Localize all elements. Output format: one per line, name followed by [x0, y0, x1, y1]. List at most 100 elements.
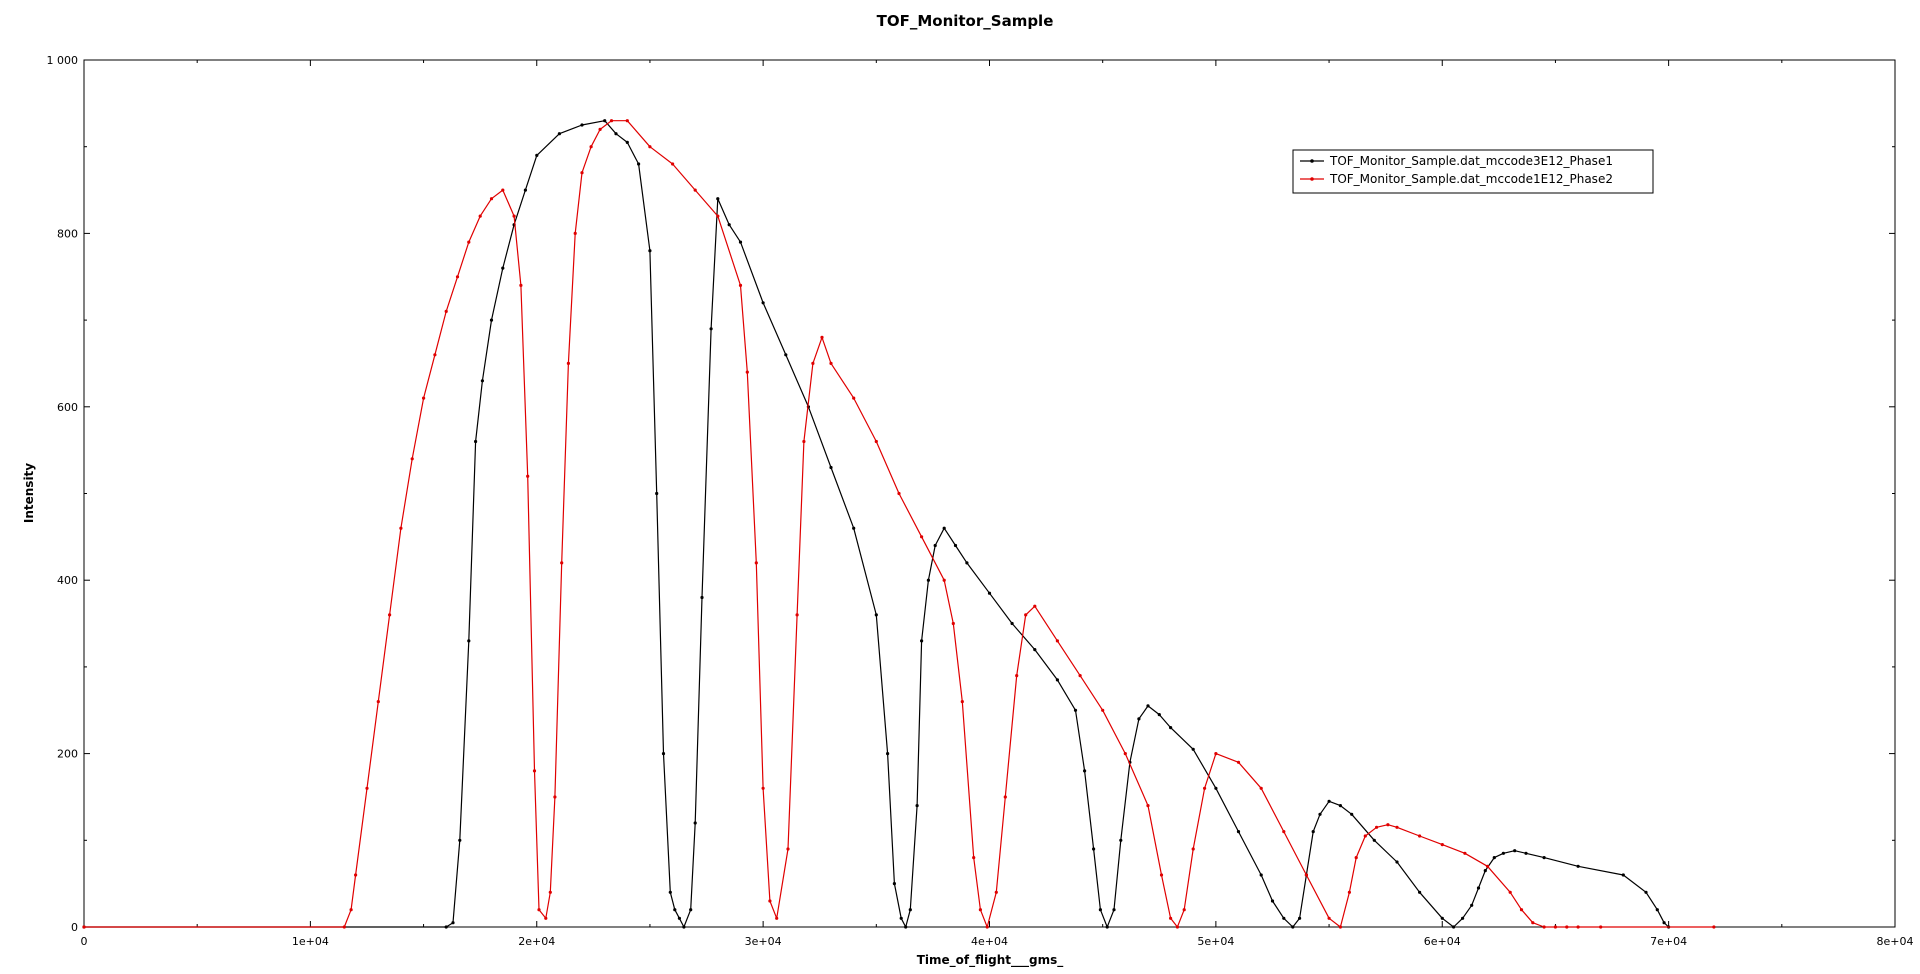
data-point	[512, 214, 516, 218]
data-point	[1137, 717, 1141, 721]
data-point	[410, 457, 414, 461]
legend-entry[interactable]: TOF_Monitor_Sample.dat_mccode3E12_Phase1	[1300, 154, 1613, 168]
data-point	[1259, 786, 1263, 790]
data-point	[1395, 860, 1399, 864]
data-point	[614, 132, 618, 136]
data-point	[365, 786, 369, 790]
data-point	[501, 188, 505, 192]
data-point	[972, 856, 976, 860]
data-point	[1015, 674, 1019, 678]
data-point	[1055, 678, 1059, 682]
data-point	[1519, 908, 1524, 912]
data-point	[1553, 925, 1557, 929]
legend-label: TOF_Monitor_Sample.dat_mccode3E12_Phase1	[1329, 154, 1613, 168]
data-point	[811, 361, 815, 365]
data-point	[1282, 916, 1286, 920]
data-point	[761, 786, 765, 790]
y-tick-label: 400	[57, 574, 78, 587]
data-point	[1259, 873, 1263, 877]
series-layer	[82, 119, 1716, 929]
data-point	[951, 621, 955, 626]
data-point	[829, 361, 833, 365]
x-tick-label: 0	[81, 935, 88, 948]
data-point	[1191, 847, 1195, 851]
data-point	[682, 925, 686, 929]
data-point	[388, 613, 392, 617]
data-point	[557, 132, 562, 136]
legend[interactable]: TOF_Monitor_Sample.dat_mccode3E12_Phase1…	[1292, 149, 1654, 194]
data-point	[1010, 621, 1014, 626]
data-point	[489, 197, 494, 201]
data-point	[1386, 823, 1390, 827]
data-point	[1112, 908, 1116, 912]
data-point	[953, 543, 958, 548]
data-point	[1236, 830, 1241, 834]
data-point	[354, 873, 358, 877]
data-point	[1146, 804, 1150, 808]
data-point	[768, 899, 772, 903]
y-tick-label: 200	[57, 748, 78, 761]
data-point	[580, 123, 584, 127]
data-point	[892, 882, 897, 886]
data-point	[1565, 925, 1569, 929]
data-point	[1078, 674, 1082, 678]
data-point	[1327, 916, 1331, 920]
data-point	[1327, 799, 1331, 803]
x-tick-label: 8e+04	[1877, 935, 1914, 948]
data-point	[1073, 708, 1078, 712]
data-point	[537, 908, 541, 912]
data-point	[1338, 804, 1342, 808]
data-point	[745, 370, 749, 374]
series-2	[82, 119, 1716, 929]
data-point	[677, 916, 682, 920]
data-point	[1033, 604, 1037, 608]
x-axis: 0 1e+04 2e+04 3e+04 4e+04 5e+04 6e+04 7e+04 8e+0…	[81, 60, 1914, 948]
data-point	[1214, 752, 1218, 756]
data-point	[960, 700, 964, 704]
data-point	[1105, 925, 1109, 929]
data-point	[886, 752, 890, 756]
data-point	[560, 561, 564, 565]
data-point	[1644, 890, 1648, 894]
data-point	[1531, 921, 1535, 925]
x-tick-label: 4e+04	[971, 935, 1008, 948]
y-tick-label: 1 000	[47, 54, 79, 67]
data-point	[908, 908, 912, 912]
data-point	[1169, 726, 1173, 730]
data-point	[904, 925, 908, 929]
y-tick-label: 600	[57, 401, 78, 414]
data-point	[1375, 825, 1379, 829]
data-point	[786, 847, 790, 851]
data-point	[1501, 851, 1505, 855]
data-point	[1662, 921, 1666, 925]
data-point	[1159, 873, 1164, 877]
data-point	[1508, 890, 1512, 894]
y-axis: 0 200 400 600 800 1 000	[47, 54, 1895, 934]
data-point	[1463, 851, 1467, 855]
data-point	[399, 526, 403, 530]
data-point	[1485, 864, 1490, 868]
data-point	[1492, 856, 1496, 860]
data-point	[920, 535, 924, 539]
data-point	[709, 327, 713, 331]
data-point	[376, 700, 380, 704]
data-point	[1101, 708, 1105, 712]
data-point	[1311, 830, 1315, 834]
data-point	[1395, 825, 1399, 829]
data-point	[1083, 769, 1087, 773]
data-point	[342, 925, 346, 929]
legend-entry[interactable]: TOF_Monitor_Sample.dat_mccode1E12_Phase2	[1300, 172, 1613, 186]
data-point	[1350, 812, 1354, 816]
data-point	[994, 890, 998, 894]
data-point	[727, 223, 731, 227]
data-point	[1338, 925, 1342, 929]
data-point	[451, 921, 455, 925]
legend-swatch-marker	[1310, 159, 1314, 163]
data-point	[1157, 713, 1161, 717]
data-point	[566, 361, 571, 365]
data-point	[580, 171, 584, 175]
data-point	[1476, 886, 1481, 890]
data-point	[598, 127, 602, 131]
data-point	[987, 591, 992, 595]
data-point	[668, 890, 672, 894]
